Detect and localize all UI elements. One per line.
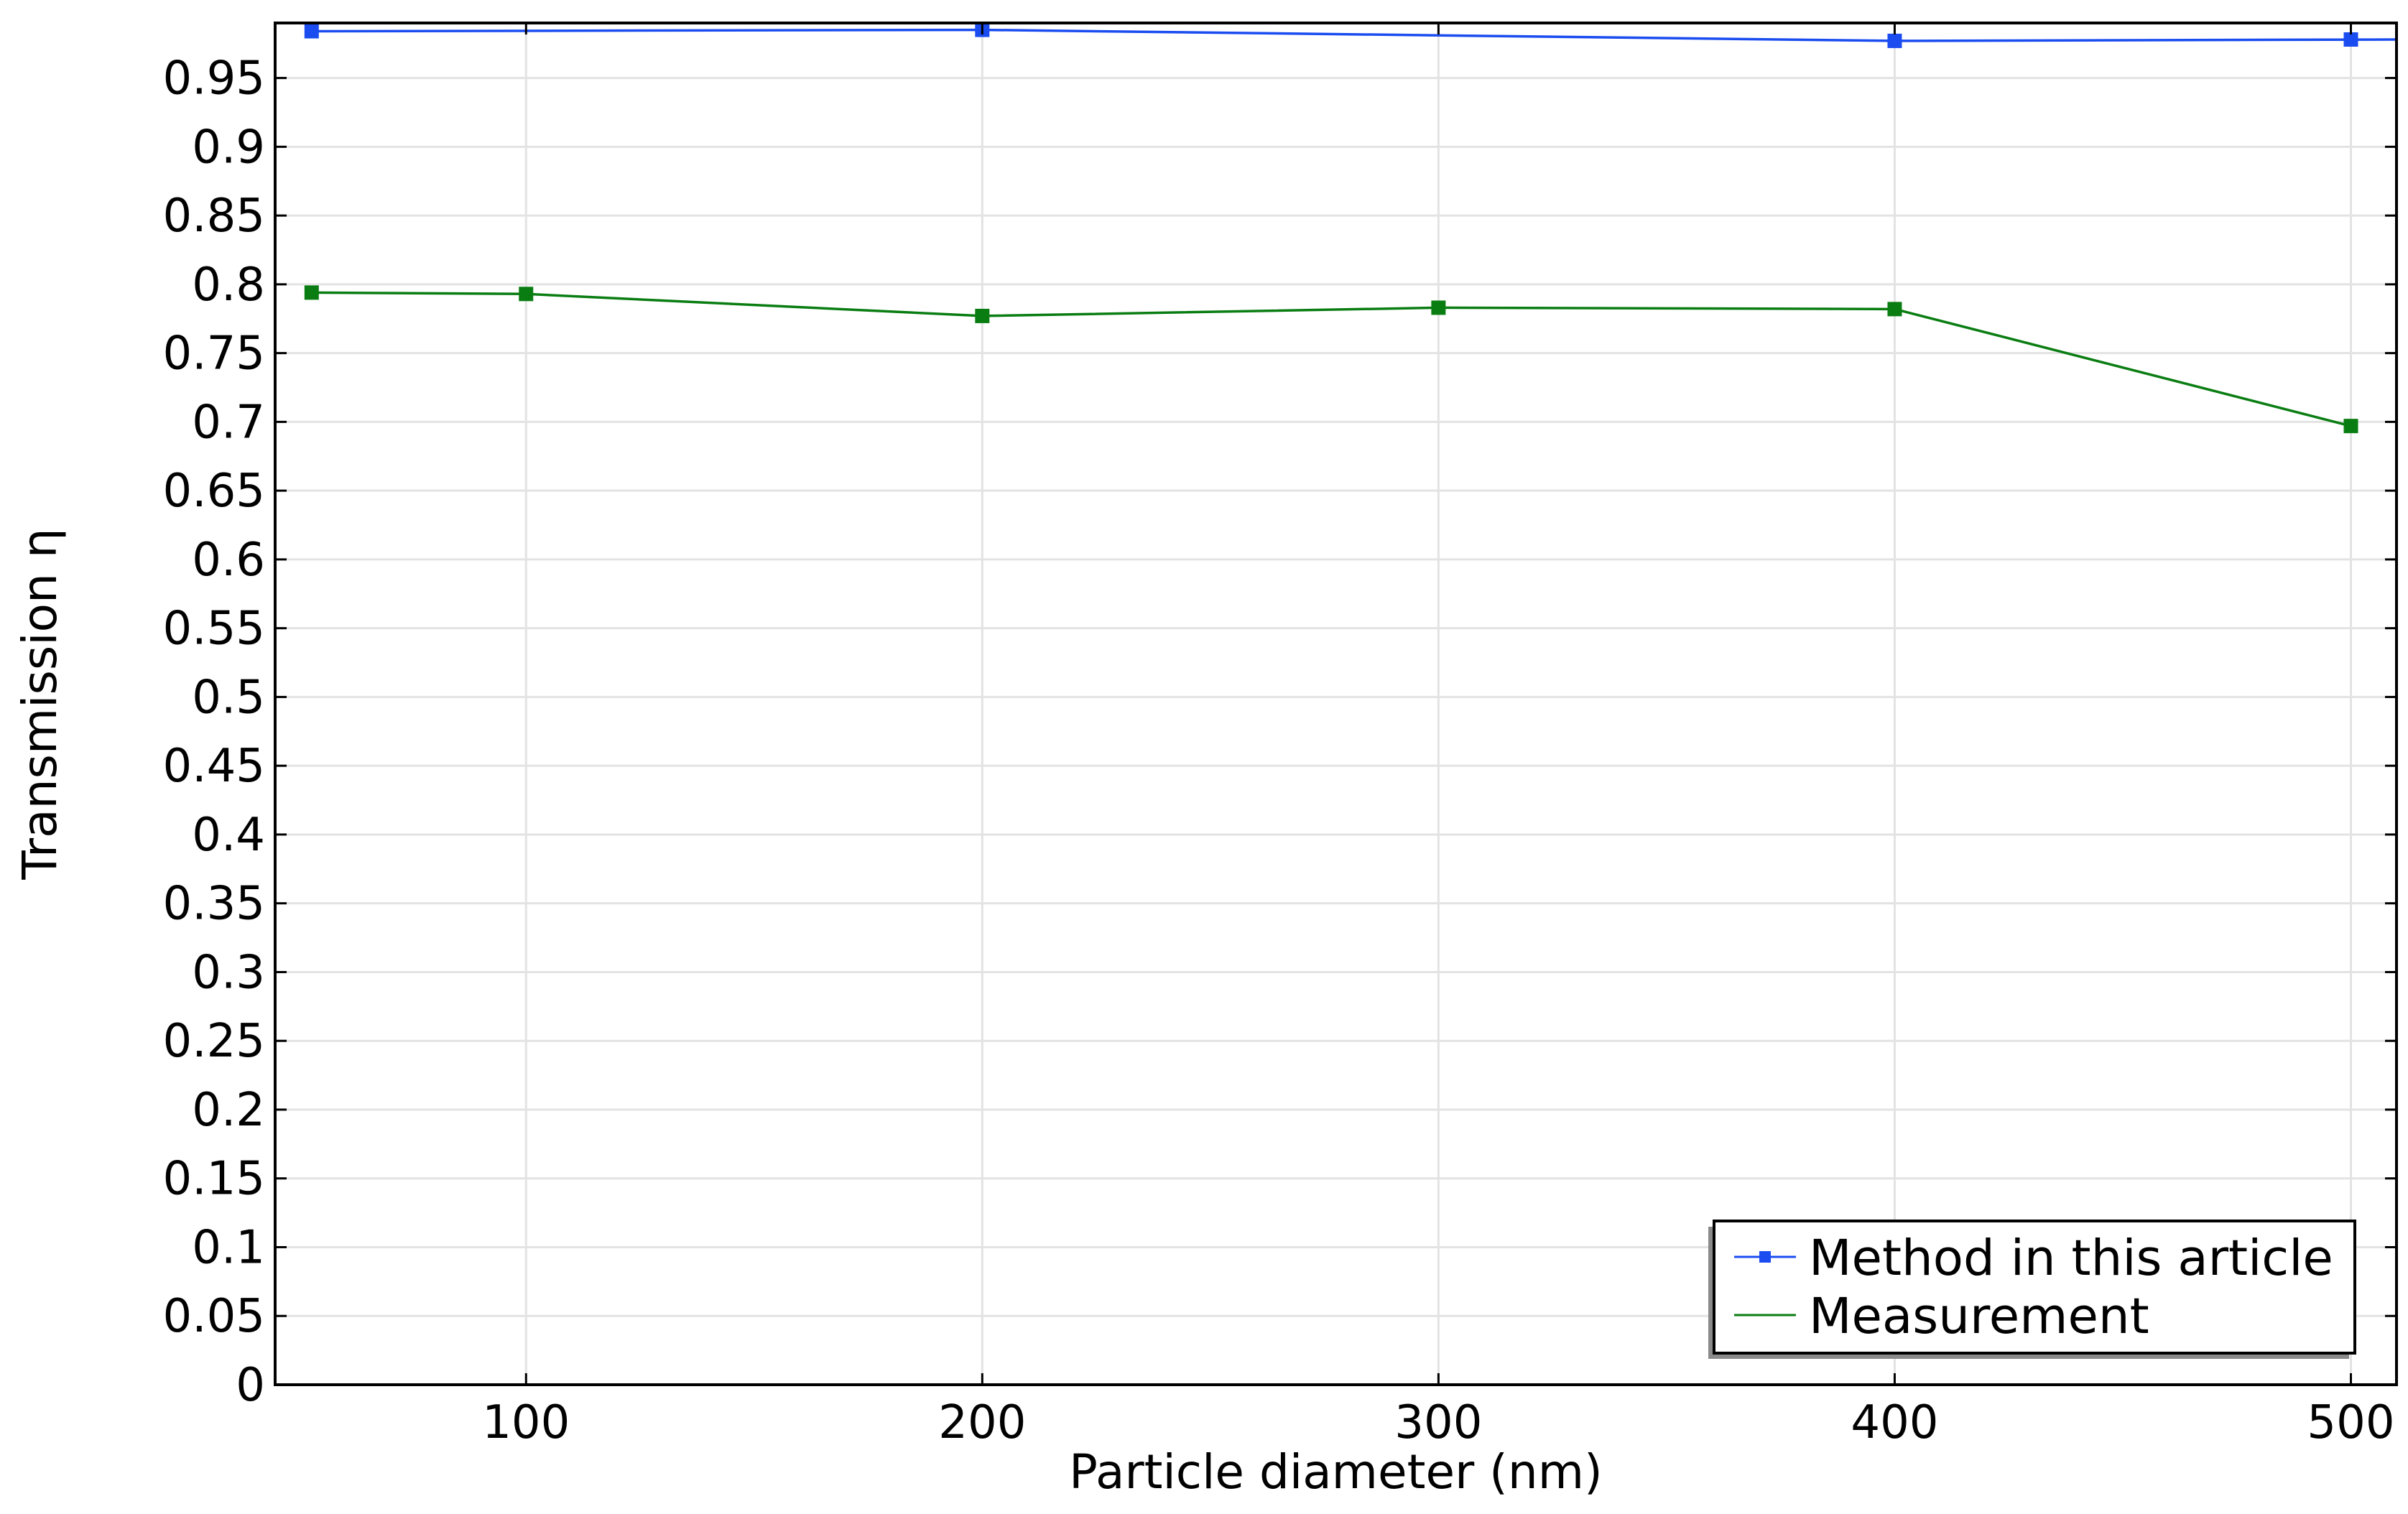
legend: Method in this article Measurement <box>1708 1220 2356 1359</box>
data-point-measurement <box>1887 302 1902 317</box>
plot-frame <box>274 22 2398 1386</box>
data-point-measurement <box>1431 300 1446 315</box>
x-tick-label: 300 <box>1394 1396 1482 1449</box>
legend-label-method: Method in this article <box>1809 1230 2333 1287</box>
data-point-measurement <box>519 287 534 302</box>
y-tick-label: 0.25 <box>163 1015 266 1068</box>
y-tick-label: 0.6 <box>192 534 265 587</box>
data-point-method <box>2343 32 2358 47</box>
tick-layer: 0 0.05 0.1 0.15 0.2 0.25 0.3 0.35 0.4 0.45 0.5 0.55… <box>163 23 2397 1449</box>
y-tick-label: 0 <box>236 1359 265 1412</box>
x-axis-title: Particle diameter (nm) <box>1069 1444 1603 1500</box>
y-tick-label: 0.45 <box>163 740 266 793</box>
data-point-measurement <box>2343 419 2358 434</box>
y-tick-label: 0.55 <box>163 603 266 656</box>
x-tick-label: 100 <box>482 1396 570 1449</box>
y-tick-label: 0.8 <box>192 259 265 312</box>
y-tick-label: 0.15 <box>163 1153 266 1206</box>
y-tick-label: 0.4 <box>192 809 265 862</box>
y-tick-label: 0.35 <box>163 878 266 931</box>
series-line-method <box>311 28 2397 42</box>
y-tick-label: 0.05 <box>163 1290 266 1343</box>
data-point-measurement <box>304 285 319 300</box>
y-tick-label: 0.65 <box>163 465 266 518</box>
y-axis-title: Transmission η <box>12 528 68 880</box>
data-point-measurement <box>975 308 990 323</box>
x-tick-label: 500 <box>2307 1396 2394 1449</box>
y-tick-label: 0.2 <box>192 1084 265 1137</box>
legend-box <box>1713 1220 2356 1355</box>
y-tick-label: 0.85 <box>163 190 266 243</box>
x-tick-label: 400 <box>1851 1396 1938 1449</box>
y-tick-label: 0.1 <box>192 1221 265 1274</box>
y-tick-label: 0.5 <box>192 671 265 724</box>
legend-marker-method <box>1759 1251 1771 1263</box>
legend-label-measurement: Measurement <box>1809 1288 2149 1345</box>
grid-layer <box>275 23 2397 1385</box>
data-point-method <box>304 24 319 39</box>
y-tick-label: 0.95 <box>163 52 266 106</box>
y-tick-label: 0.3 <box>192 946 265 999</box>
series-line-measurement <box>311 291 2351 427</box>
y-tick-label: 0.7 <box>192 396 265 449</box>
x-tick-label: 200 <box>938 1396 1026 1449</box>
y-tick-label: 0.9 <box>192 121 265 174</box>
data-point-method <box>1887 33 1902 48</box>
series-layer <box>304 22 2397 434</box>
y-tick-label: 0.75 <box>163 328 266 381</box>
